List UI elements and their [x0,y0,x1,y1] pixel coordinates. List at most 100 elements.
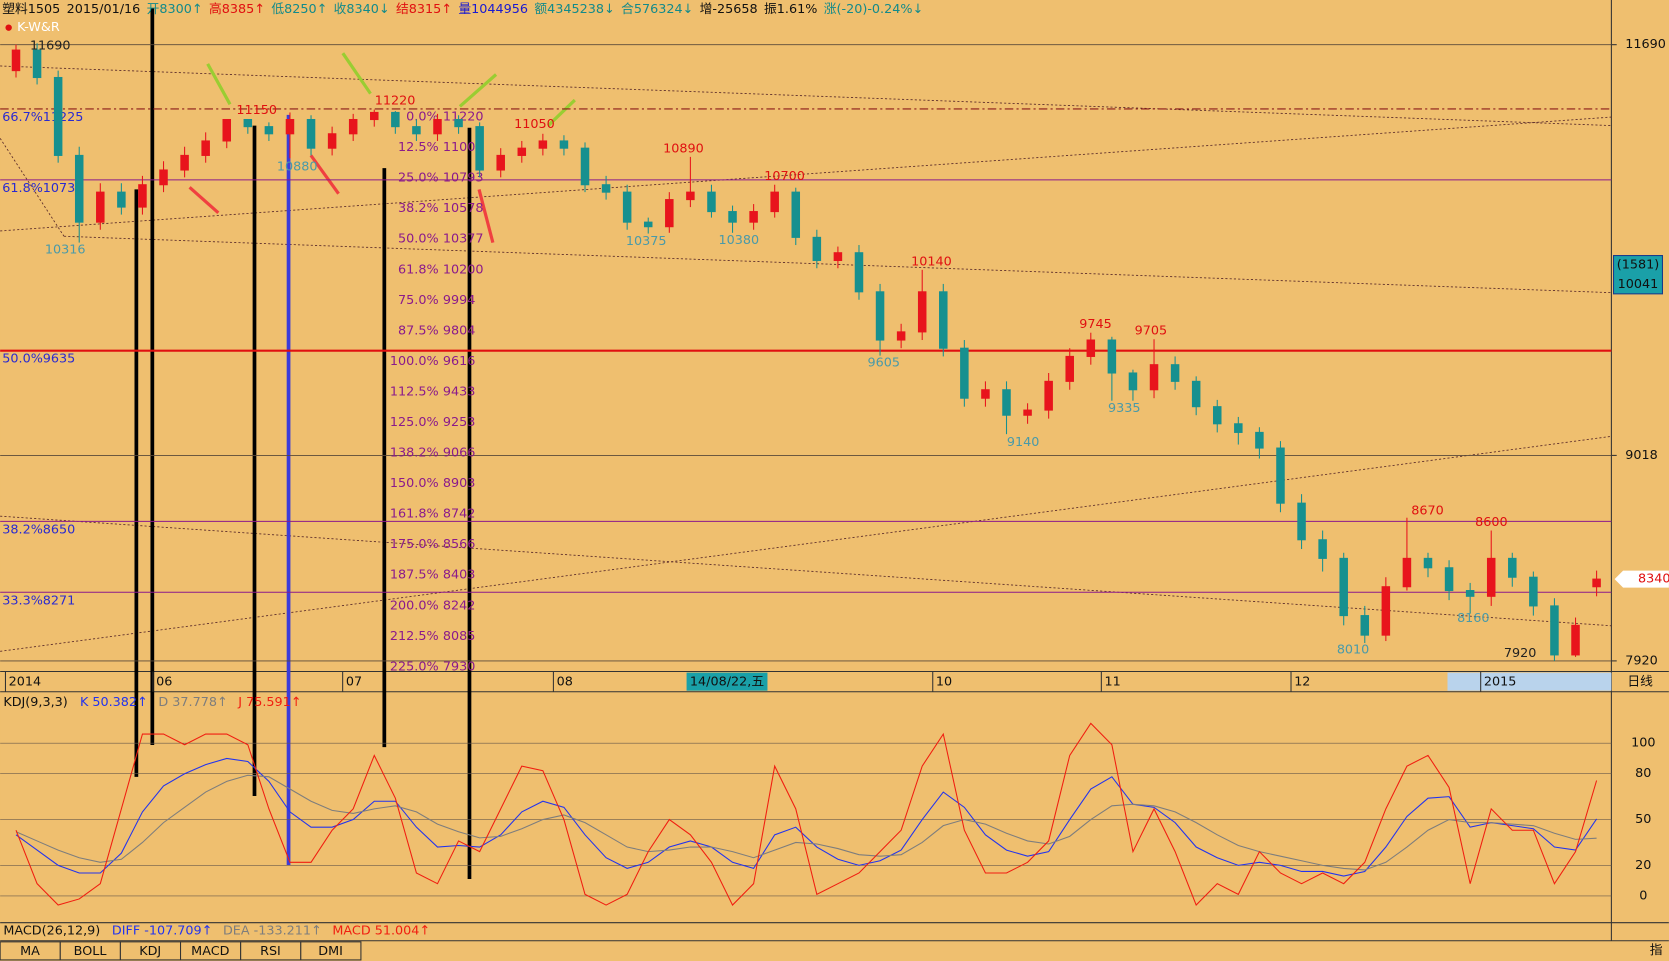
candle-body [559,140,569,149]
candle-body [917,291,927,333]
candle-body [601,184,611,193]
candle-body [475,126,484,171]
candle-body [306,118,316,149]
legend-entry: DIFF -107.709↑ [112,924,212,939]
arrows [188,52,576,244]
fib-pct: 187.5% [390,568,439,583]
price-label: 9335 [1108,401,1141,416]
y-tick-label: 80 [1635,766,1651,781]
fib-pct: 12.5% [398,140,439,155]
candle-body [854,252,864,293]
fib-value: 10733 [43,181,84,196]
fib-value: 9433 [443,384,476,399]
tab-label[interactable]: BOLL [74,944,108,959]
indicator-icon [5,24,12,31]
candle-body [1149,364,1159,391]
candle-body [728,211,737,223]
candle-body [1444,567,1454,592]
tab-label[interactable]: KDJ [139,944,161,959]
candle-body [159,169,168,186]
kdj-line [15,757,1598,877]
last-box-value: 10041 [1618,277,1659,292]
candle-body [348,118,358,135]
candle-body [1276,447,1285,504]
kdj-line [15,774,1597,871]
tab-label[interactable]: DMI [318,944,343,959]
candle-body [896,331,906,341]
tab-label[interactable]: MACD [191,944,229,959]
candle-body [285,118,295,135]
fib-value: 11006 [443,140,484,155]
y-tick-label: 50 [1635,812,1651,827]
candle-body [1592,578,1601,588]
candle-body [496,154,505,171]
candle-body [517,147,527,156]
candle-body [1486,557,1496,597]
price-label: 10316 [45,243,86,258]
candle-body [327,133,337,149]
header-item: 涨(-20)-0.24%↓ [824,2,923,17]
candle-body [1023,409,1032,416]
candle-body [939,291,948,349]
fib-pct: 75.0% [398,293,439,308]
price-label: 10700 [764,169,805,184]
header-item: 塑料1505 [2,2,60,17]
price-label: 10880 [277,160,318,175]
tab[interactable] [300,941,362,961]
candle-body [201,140,210,156]
fib-pct: 200.0% [390,598,439,613]
header-item: 振1.61% [764,2,817,17]
kdj-line [15,722,1598,907]
fib-value: 9066 [443,446,476,461]
price-label: 8670 [1411,503,1443,518]
fib-pct: 138.2% [390,446,439,461]
fib-value: 10200 [443,262,484,277]
candle-body [412,126,421,135]
price-label: 8160 [1457,611,1490,626]
period-label: 日线 [1627,675,1653,690]
candle-body [686,191,695,201]
price-label: 9140 [1007,435,1040,450]
candle-body [643,221,653,228]
y-tick-label: 100 [1631,736,1655,751]
price-label: 9605 [867,355,900,370]
candle-body [1508,557,1517,578]
side-tab[interactable]: 指 [1650,943,1663,958]
candle-body [1128,372,1138,391]
candle-body [1234,423,1243,433]
header-item: 合576324↓ [621,2,693,17]
candle-body [180,154,189,171]
y-tick-label: 9018 [1625,448,1658,463]
candle-body [1002,389,1011,416]
price-label: 8600 [1475,515,1508,530]
fib-value: 10793 [443,171,484,186]
fib-value: 8566 [443,537,476,552]
header-item: 2015/01/16 [67,2,141,17]
price-label: 11220 [375,94,416,109]
fib-value: 11225 [43,110,84,125]
candle-body [96,191,105,223]
tab-label[interactable]: MA [20,944,40,959]
tab-label[interactable]: RSI [260,944,281,959]
x-tick-label: 11 [1105,675,1121,690]
marker-lines [134,8,472,880]
fib-value: 8085 [443,629,476,644]
cursor-box [686,672,768,691]
candle-body [538,140,548,149]
y-tick-label: 20 [1635,858,1651,873]
fib-value: 9253 [443,415,476,430]
candle-body [833,252,843,262]
candle-body [1086,339,1096,357]
legend-entry: D 37.778↑ [158,695,227,710]
fib-value: 10377 [443,232,484,247]
fib-pct: 175.0% [390,537,439,552]
fib-pct: 38.2% [2,522,43,537]
candle-body [1318,539,1327,559]
fib-pct: 212.5% [390,629,439,644]
x-tick-label: 06 [156,675,172,690]
fib-pct: 25.0% [398,171,439,186]
cursor-date: 14/08/22,五 [690,675,764,690]
price-label: 7920 [1504,646,1537,661]
y-tick-label: 7920 [1625,653,1658,668]
candle-body [812,236,822,262]
